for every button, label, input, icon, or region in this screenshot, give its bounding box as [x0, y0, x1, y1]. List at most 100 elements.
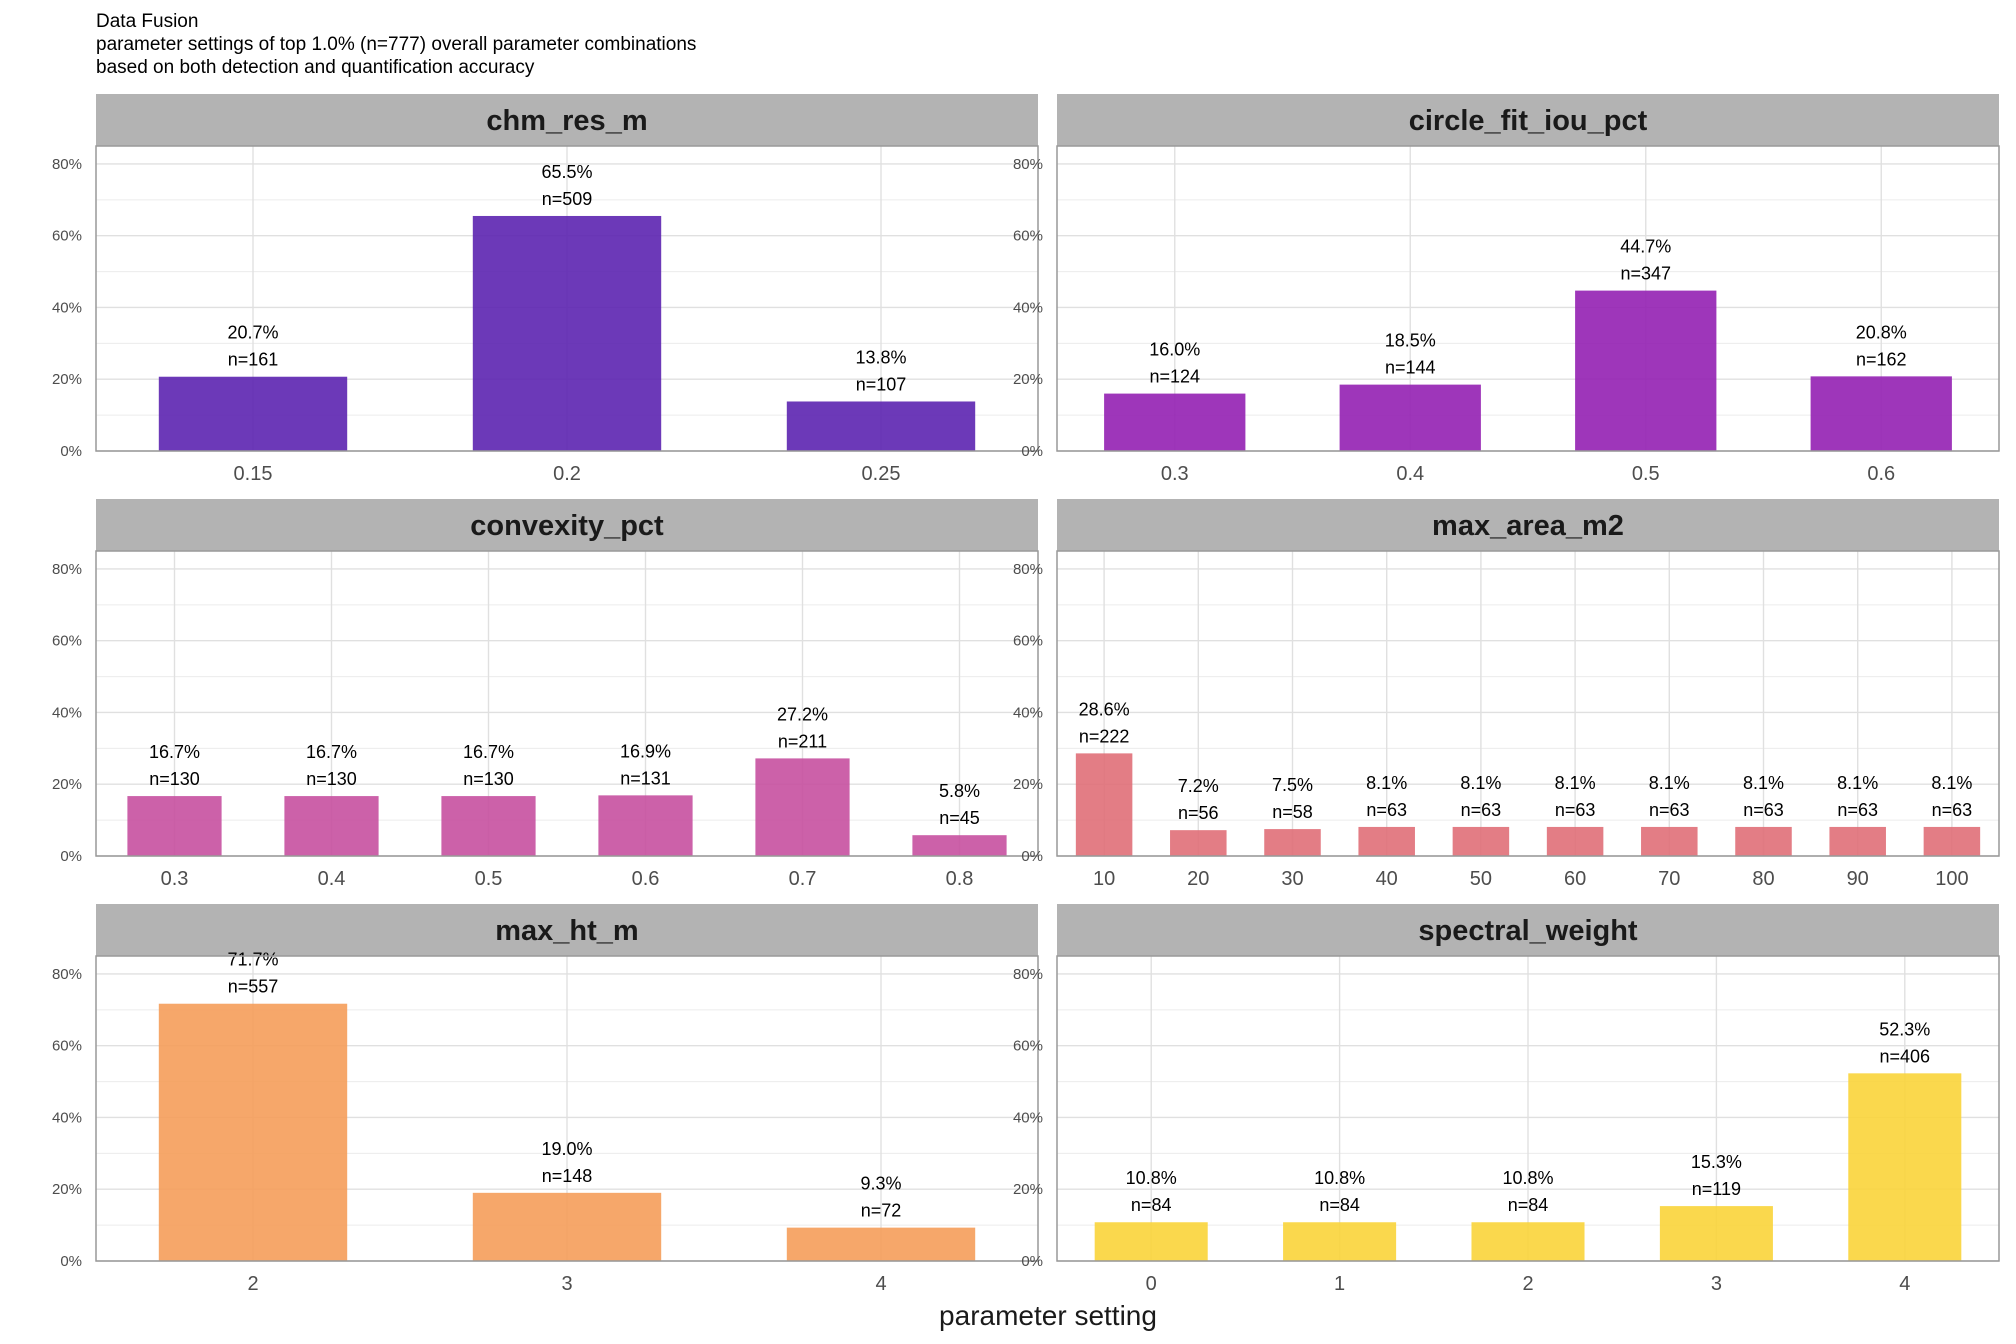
bar-pct-label: 20.7%: [227, 323, 278, 343]
panel-border: [95, 145, 1039, 452]
x-tick-label: 4: [875, 1273, 886, 1295]
x-tick-label: 2: [247, 1273, 258, 1295]
panel-border: [95, 550, 1039, 857]
y-tick-label: 60%: [52, 1038, 82, 1055]
panel-border: [1056, 550, 2000, 857]
x-tick-label: 0.5: [1632, 463, 1660, 485]
plot-area: [1057, 551, 1999, 856]
y-tick-label: 80%: [52, 561, 82, 578]
bar-pct-label: 8.1%: [1366, 773, 1407, 793]
y-tick-label: 80%: [52, 966, 82, 983]
x-tick-label: 3: [1711, 1273, 1722, 1295]
bar-n-label: n=107: [856, 374, 907, 394]
bar: [786, 1227, 976, 1261]
x-tick-label: 0.3: [161, 868, 189, 890]
bar-pct-label: 8.1%: [1649, 773, 1690, 793]
bar-n-label: n=222: [1079, 726, 1130, 746]
panel-border: [1056, 955, 2000, 1262]
y-tick-label: 60%: [52, 228, 82, 245]
bar: [1170, 830, 1227, 856]
bar-pct-label: 19.0%: [541, 1139, 592, 1159]
bar-n-label: n=144: [1385, 358, 1436, 378]
bar-n-label: n=131: [620, 768, 671, 788]
x-tick-label: 30: [1281, 868, 1303, 890]
bar: [472, 1192, 662, 1261]
x-tick-label: 0.7: [789, 868, 817, 890]
bar-pct-label: 13.8%: [855, 347, 906, 367]
bar-pct-label: 7.2%: [1178, 776, 1219, 796]
title-block: Data Fusion parameter settings of top 1.…: [96, 10, 696, 79]
bar-n-label: n=63: [1366, 800, 1407, 820]
bar-n-label: n=58: [1272, 802, 1313, 822]
bar-pct-label: 16.0%: [1149, 340, 1200, 360]
x-tick-label: 3: [561, 1273, 572, 1295]
y-tick-label: 20%: [1013, 776, 1043, 793]
y-tick-label: 0%: [1021, 443, 1043, 460]
y-tick-label: 40%: [1013, 299, 1043, 316]
bar: [1848, 1073, 1962, 1261]
x-tick-label: 2: [1522, 1273, 1533, 1295]
bar-pct-label: 16.7%: [149, 742, 200, 762]
bar-pct-label: 16.7%: [306, 742, 357, 762]
bar-n-label: n=63: [1743, 800, 1784, 820]
bar: [158, 376, 348, 451]
x-tick-label: 0.25: [862, 463, 901, 485]
bar-n-label: n=162: [1856, 349, 1907, 369]
facet-strip: [1057, 499, 1999, 551]
bar: [127, 796, 222, 856]
y-tick-label: 20%: [1013, 371, 1043, 388]
bar-pct-label: 71.7%: [227, 950, 278, 970]
bar: [755, 758, 850, 856]
y-tick-label: 60%: [1013, 228, 1043, 245]
y-tick-label: 0%: [1021, 1253, 1043, 1270]
facet-title: convexity_pct: [470, 510, 664, 542]
x-tick-label: 0.3: [1161, 463, 1189, 485]
bar-n-label: n=63: [1461, 800, 1502, 820]
bar-pct-label: 20.8%: [1856, 322, 1907, 342]
y-tick-label: 80%: [1013, 966, 1043, 983]
bar: [1641, 826, 1698, 856]
x-tick-label: 0.6: [1867, 463, 1895, 485]
facet-panel-convexity_pct: convexity_pct 0% 20% 40% 60% 80% 16.7% n=130 0.3…: [52, 499, 1039, 890]
bar-n-label: n=84: [1508, 1195, 1549, 1215]
x-tick-label: 60: [1564, 868, 1586, 890]
x-tick-label: 0.5: [475, 868, 503, 890]
facet-title: spectral_weight: [1418, 915, 1638, 947]
facet-title: max_ht_m: [495, 915, 638, 947]
bar-pct-label: 8.1%: [1837, 773, 1878, 793]
bar-n-label: n=63: [1837, 800, 1878, 820]
bar-n-label: n=45: [939, 808, 980, 828]
x-tick-label: 10: [1093, 868, 1115, 890]
facet-panel-max_area_m2: max_area_m2 0% 20% 40% 60% 80% 28.6% n=222 10 7.2…: [1013, 499, 2000, 890]
facet-panel-chm_res_m: chm_res_m 0% 20% 40% 60% 80% 20.7% n=161 0.15 65.…: [52, 94, 1039, 485]
x-tick-label: 0: [1146, 1273, 1157, 1295]
facet-title: chm_res_m: [486, 105, 647, 137]
panel-border: [1056, 145, 2000, 452]
bar-n-label: n=63: [1555, 800, 1596, 820]
bar: [1575, 290, 1717, 451]
bar-n-label: n=130: [149, 769, 200, 789]
bar-pct-label: 15.3%: [1691, 1152, 1742, 1172]
bar: [598, 795, 693, 856]
bar: [284, 796, 379, 856]
bar: [1735, 826, 1792, 856]
facet-panel-max_ht_m: max_ht_m 0% 20% 40% 60% 80% 71.7% n=557 2 19.0% n=…: [52, 904, 1039, 1295]
x-tick-label: 1: [1334, 1273, 1345, 1295]
bar: [1283, 1222, 1397, 1261]
bar: [1452, 826, 1510, 856]
bar: [912, 835, 1007, 856]
facet-title: circle_fit_iou_pct: [1409, 105, 1648, 137]
bar: [1264, 829, 1321, 856]
facet-panel-spectral_weight: spectral_weight 0% 20% 40% 60% 80% 10.8% n=84 0 1…: [1013, 904, 2000, 1295]
bar-n-label: n=130: [463, 769, 514, 789]
bar-pct-label: 16.9%: [620, 741, 671, 761]
bar-pct-label: 10.8%: [1502, 1168, 1553, 1188]
bar-n-label: n=406: [1880, 1046, 1931, 1066]
facet-title: max_area_m2: [1432, 510, 1624, 542]
y-tick-label: 60%: [1013, 1038, 1043, 1055]
bar-n-label: n=84: [1319, 1195, 1360, 1215]
facet-strip: [1057, 94, 1999, 146]
y-tick-label: 80%: [52, 156, 82, 173]
x-tick-label: 90: [1847, 868, 1869, 890]
